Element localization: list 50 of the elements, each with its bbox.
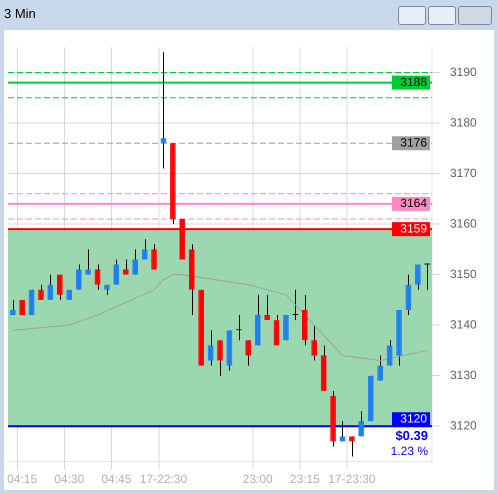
y-tick-label: 3160 (450, 216, 478, 230)
candlestick (340, 420, 346, 442)
candlestick (56, 274, 63, 300)
candlestick (151, 244, 157, 270)
ref-line-label: 3176 (400, 136, 428, 150)
y-tick-label: 3180 (450, 115, 478, 130)
annotation: 1.23 % (390, 444, 428, 458)
candlestick (217, 340, 223, 376)
y-tick-label: 3130 (450, 368, 478, 382)
candlestick (245, 340, 252, 366)
x-tick-label: 23:15 (290, 472, 320, 486)
x-tick-label: 04:15 (7, 472, 38, 486)
chart-title: 3 Min (4, 5, 36, 23)
candlestick (76, 264, 82, 290)
candlestick (274, 314, 280, 346)
candlestick (114, 258, 120, 286)
candlestick (132, 248, 138, 276)
candlestick (48, 274, 54, 300)
y-tick-label: 3120 (450, 418, 478, 433)
y-tick-label: 3150 (450, 266, 478, 281)
x-tick-label: 23:00 (242, 472, 274, 486)
y-tick-label: 3140 (450, 317, 478, 332)
candlestick (160, 52, 166, 169)
candlestick (10, 299, 16, 316)
candlestick (358, 410, 364, 437)
ref-line-label: 3164 (400, 196, 428, 210)
y-tick-label: 3190 (450, 64, 478, 79)
candlestick (264, 294, 270, 321)
candlestick (424, 264, 430, 290)
candlestick (122, 258, 129, 276)
annotation: $0.39 (395, 428, 428, 444)
candlestick (415, 264, 421, 290)
candlestick (38, 284, 44, 300)
candlestick (311, 324, 318, 362)
candlestick (406, 274, 412, 316)
candlestick (142, 238, 148, 260)
x-tick-label: 04:30 (54, 472, 85, 486)
ref-line-label: 3159 (400, 221, 428, 236)
ref-line-label: 3188 (400, 74, 428, 89)
candlestick (85, 248, 91, 276)
x-tick-label: 04:45 (101, 472, 132, 486)
candlestick (94, 264, 100, 290)
candlestick (208, 330, 214, 366)
y-tick-label: 3170 (450, 166, 478, 180)
ref-line-label: 3120 (400, 412, 428, 426)
candlestick (386, 340, 392, 366)
candlestick (377, 354, 384, 382)
x-tick-label: 17-22:30 (140, 472, 188, 486)
candlestick (349, 436, 355, 458)
x-tick-label: 17-23:30 (328, 472, 376, 486)
